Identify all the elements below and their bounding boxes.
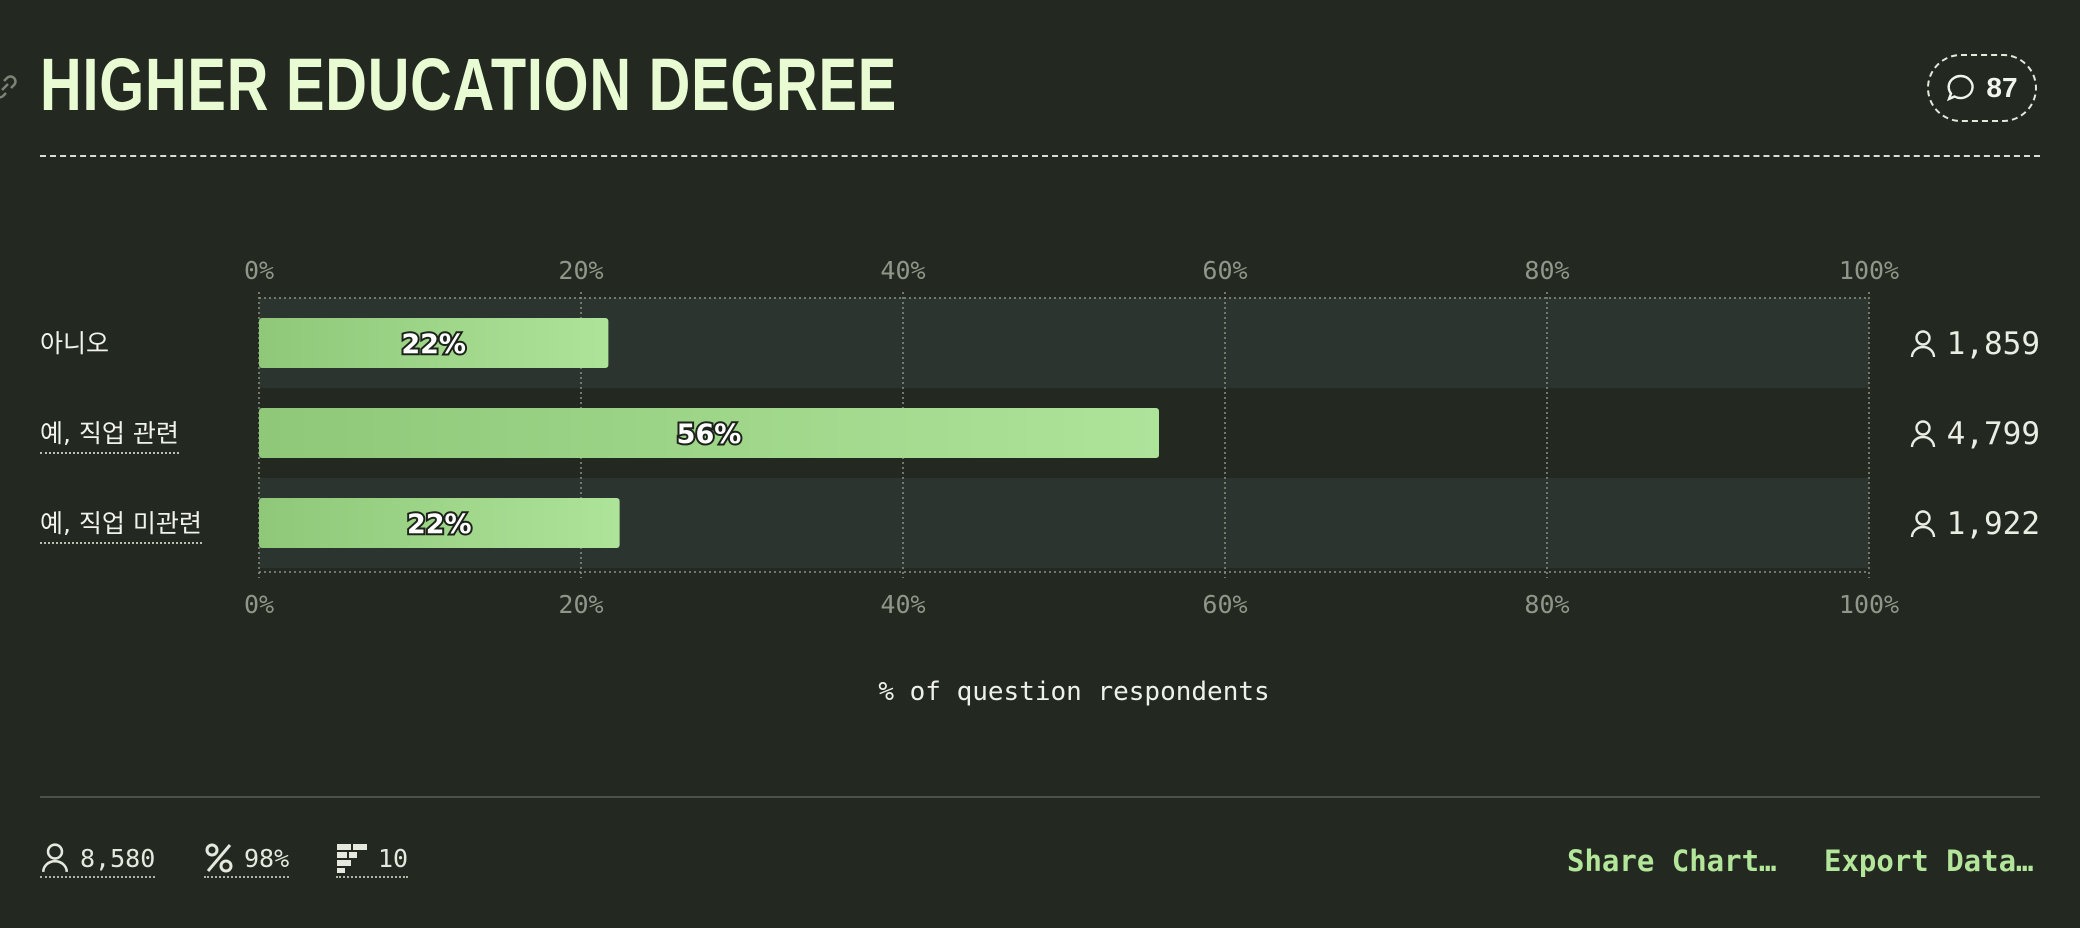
bar-chart: 0% 0% 20% 20% 40% 40% 60% 60% 80% 80% 100% 100% 22% 5… — [244, 256, 1899, 619]
x-tick-label-bottom: 60% — [1202, 590, 1247, 619]
x-tick-label-bottom: 20% — [558, 590, 603, 619]
respondent-count-row: 1,922 — [1909, 506, 2040, 542]
respondents-value: 8,580 — [80, 843, 156, 873]
person-icon — [1910, 330, 1935, 358]
page-title: HIGHER EDUCATION DEGREE — [40, 43, 898, 126]
bar — [259, 498, 620, 548]
x-tick-label-top: 100% — [1839, 256, 1899, 285]
respondent-count: 1,859 — [1946, 326, 2040, 362]
respondents-stat[interactable]: 8,580 — [40, 842, 156, 878]
comments-count: 87 — [1986, 72, 2018, 103]
share-chart-button[interactable]: Share Chart… — [1567, 844, 1777, 878]
bar — [259, 318, 609, 368]
x-tick-label-bottom: 100% — [1839, 590, 1899, 619]
export-data-button[interactable]: Export Data… — [1824, 844, 2034, 878]
person-icon — [1910, 510, 1935, 538]
bar-value-label: 22% — [401, 329, 466, 360]
x-tick-label-top: 60% — [1202, 256, 1247, 285]
questions-value: 10 — [378, 843, 409, 873]
percent-answered-stat[interactable]: 98% — [204, 842, 290, 878]
comments-button[interactable]: 87 — [1927, 54, 2037, 122]
x-tick-label-bottom: 0% — [244, 590, 274, 619]
bar-value-label: 22% — [407, 509, 472, 540]
x-tick-label-bottom: 40% — [880, 590, 925, 619]
percent-answered-value: 98% — [244, 843, 290, 873]
x-axis-title: % of question respondents — [878, 677, 1270, 707]
x-tick-label-top: 20% — [558, 256, 603, 285]
x-tick-label-top: 0% — [244, 256, 274, 285]
x-tick-label-top: 80% — [1524, 256, 1569, 285]
percent-icon — [205, 843, 233, 873]
category-label-no: 아니오 — [40, 329, 110, 358]
respondent-count: 1,922 — [1946, 506, 2040, 542]
person-icon — [1910, 420, 1935, 448]
category-label-yes-related[interactable]: 예, 직업 관련 — [40, 416, 179, 454]
comment-bubble-icon — [1947, 74, 1975, 102]
title-divider — [40, 155, 2040, 157]
category-label-yes-unrelated[interactable]: 예, 직업 미관련 — [40, 506, 202, 544]
bar-value-label: 56% — [677, 419, 742, 450]
link-icon[interactable] — [0, 72, 20, 102]
respondent-count: 4,799 — [1946, 416, 2040, 452]
person-icon — [41, 843, 69, 873]
bar — [259, 408, 1159, 458]
x-tick-label-bottom: 80% — [1524, 590, 1569, 619]
questions-stat[interactable]: 10 — [336, 842, 409, 878]
footer-divider — [40, 796, 2040, 798]
x-tick-label-top: 40% — [880, 256, 925, 285]
respondent-count-row: 4,799 — [1909, 416, 2040, 452]
question-list-icon — [337, 844, 367, 873]
respondent-count-row: 1,859 — [1909, 326, 2040, 362]
